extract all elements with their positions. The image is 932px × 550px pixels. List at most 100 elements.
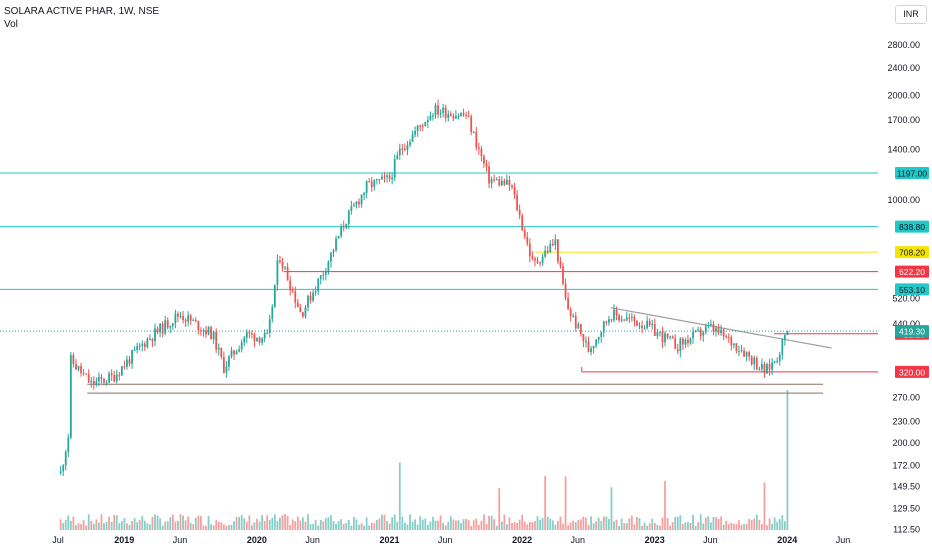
volume-bar: [103, 523, 105, 530]
volume-bar: [727, 524, 730, 530]
volume-bar: [85, 525, 88, 530]
volume-bar: [523, 521, 526, 530]
candle-body: [722, 329, 725, 337]
volume-bar: [426, 524, 429, 530]
time-tick-label: 2019: [114, 535, 134, 545]
candle-body: [171, 323, 174, 327]
volume-bar: [105, 522, 108, 530]
currency-selector[interactable]: INR: [895, 5, 927, 24]
volume-bar: [437, 520, 439, 530]
candle-body: [712, 324, 715, 332]
volume-bar: [521, 514, 524, 530]
volume-bar: [67, 515, 70, 530]
candle-body: [567, 298, 569, 310]
volume-bar: [228, 524, 230, 530]
candle-body: [409, 141, 411, 146]
candle-body: [534, 258, 536, 261]
candle-body: [771, 362, 773, 370]
candle-body: [131, 350, 133, 364]
volume-bar: [544, 476, 547, 530]
candle-body: [164, 320, 167, 334]
volume-bar: [406, 524, 409, 530]
candle-body: [429, 115, 432, 121]
candle-body: [77, 366, 80, 370]
level-label-bg: [895, 365, 929, 378]
price-tick-label: 149.50: [892, 482, 920, 492]
candle-body: [365, 181, 368, 193]
candle-body: [154, 328, 156, 342]
level-label: 622.20: [899, 267, 925, 277]
volume-bar: [342, 524, 345, 530]
volume-bar: [169, 517, 172, 530]
candle-body: [503, 180, 506, 185]
candle-body: [220, 347, 223, 358]
volume-bar: [416, 524, 419, 530]
candle-body: [146, 338, 149, 348]
candle-body: [281, 261, 284, 268]
candle-body: [730, 337, 733, 346]
candle-body: [750, 356, 753, 365]
volume-bar: [518, 519, 521, 530]
volume-bar: [572, 520, 575, 530]
candle-body: [149, 338, 151, 340]
candle-body: [574, 315, 577, 329]
time-tick-label: 2023: [645, 535, 665, 545]
volume-bar: [470, 525, 473, 530]
candle-body: [452, 116, 455, 119]
volume-bar: [271, 517, 274, 530]
candle-body: [184, 320, 187, 322]
volume-bar: [735, 523, 738, 530]
candle-body: [490, 179, 493, 184]
candle-body: [600, 332, 603, 337]
candle-body: [296, 302, 299, 308]
candle-body: [309, 295, 312, 301]
volume-bar: [92, 523, 95, 530]
candle-body: [110, 373, 113, 376]
volume-bar: [126, 523, 128, 530]
candle-body: [523, 230, 526, 238]
candle-body: [187, 315, 190, 322]
volume-bar: [100, 514, 103, 530]
candle-body: [414, 130, 416, 135]
candle-body: [335, 238, 337, 251]
volume-bar: [574, 522, 577, 530]
candle-body: [375, 179, 378, 181]
volume-bar: [115, 515, 118, 530]
volume-bar: [465, 518, 467, 530]
candle-body: [694, 330, 697, 332]
volume-bar: [345, 522, 348, 530]
volume-bar: [567, 525, 569, 530]
volume-bar: [64, 519, 67, 530]
candle-body: [212, 331, 215, 340]
candle-body: [69, 355, 72, 438]
volume-bar: [457, 520, 460, 530]
candle-body: [307, 295, 309, 308]
candle-body: [605, 321, 608, 323]
time-tick-label: 2024: [777, 535, 797, 545]
volume-bar: [633, 524, 636, 530]
volume-bar: [210, 524, 212, 530]
candle-body: [368, 181, 371, 183]
volume-bar: [725, 520, 728, 530]
time-tick-label: Jun: [703, 535, 718, 545]
candle-body: [419, 125, 422, 127]
candle-body: [778, 354, 781, 361]
candle-body: [437, 105, 439, 115]
candle-body: [597, 336, 600, 340]
volume-bar: [534, 521, 536, 530]
volume-bar: [159, 518, 161, 530]
candle-body: [67, 437, 70, 452]
volume-bar: [429, 521, 432, 530]
candle-body: [748, 352, 751, 357]
volume-bar: [324, 518, 327, 530]
volume-bar: [98, 522, 100, 530]
volume-bar: [462, 519, 465, 530]
candle-body: [577, 324, 580, 329]
volume-bar: [475, 518, 478, 530]
volume-bar: [146, 523, 149, 530]
price-tick-label: 1700.00: [887, 115, 920, 125]
volume-bar: [692, 514, 694, 530]
volume-bar: [549, 518, 552, 530]
candle-body: [613, 309, 615, 321]
